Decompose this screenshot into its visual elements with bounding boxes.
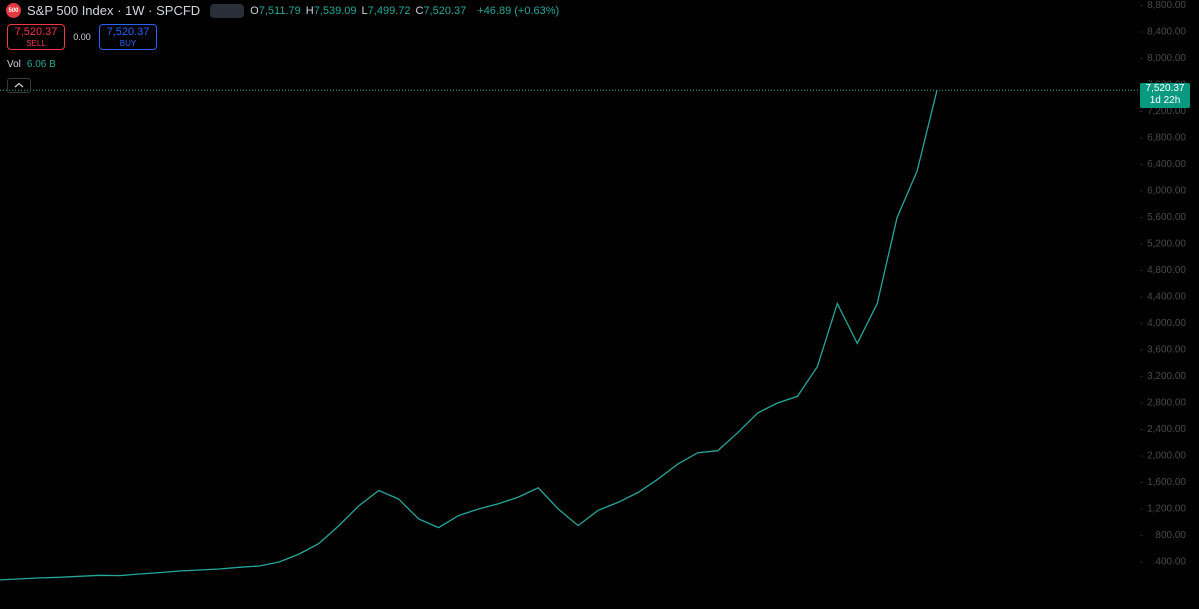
y-tick-label: 8,000.00	[1147, 53, 1186, 64]
sell-label: SELL	[26, 39, 46, 48]
price-line	[0, 90, 938, 581]
y-tick-label: 6,000.00	[1147, 186, 1186, 197]
ohlc-value: 7,499.72	[367, 4, 411, 17]
y-tick-label: 6,800.00	[1147, 133, 1186, 144]
sell-price: 7,520.37	[14, 26, 58, 38]
y-tick-label: 5,200.00	[1147, 239, 1186, 250]
logo: 500	[6, 3, 21, 18]
ohlc-value: 7,511.79	[258, 4, 301, 17]
volume-value: 6.06 B	[26, 59, 56, 70]
buy-button[interactable]: 7,520.37 BUY	[99, 24, 157, 50]
countdown: 1d 22h	[1149, 95, 1181, 107]
y-tick-label: 1,600.00	[1147, 477, 1186, 488]
volume-legend: Vol 6.06 B	[7, 59, 56, 70]
buy-price: 7,520.37	[106, 26, 150, 38]
y-tick-label: 7,200.00	[1147, 106, 1186, 117]
chevron	[14, 82, 24, 88]
ohlc-value: 7,520.37	[423, 4, 467, 17]
buy-label: BUY	[119, 39, 137, 48]
y-tick-label: 4,000.00	[1147, 318, 1186, 329]
volume-label: Vol	[7, 59, 21, 70]
y-tick-label: 6,400.00	[1147, 159, 1186, 170]
spread: 0.00	[73, 32, 91, 42]
y-tick-label: 2,400.00	[1147, 424, 1186, 435]
y-tick-label: 4,800.00	[1147, 265, 1186, 276]
ohlc-key: C	[415, 4, 424, 17]
y-tick-label: 400.00	[1155, 557, 1186, 568]
y-tick-label: 3,200.00	[1147, 371, 1186, 382]
y-tick-label: 8,800.00	[1147, 0, 1186, 11]
y-tick-label: 5,600.00	[1147, 212, 1186, 223]
sell-button[interactable]: 7,520.37 SELL	[7, 24, 65, 50]
ohlc-key: O	[250, 4, 259, 17]
change: +46.89 (+0.63%)	[477, 4, 560, 17]
y-tick-label: 2,000.00	[1147, 451, 1186, 462]
indicator-toggle[interactable]	[210, 3, 245, 18]
ohlc-value: 7,539.09	[313, 4, 357, 17]
collapse-button[interactable]	[7, 78, 31, 93]
y-tick-label: 2,800.00	[1147, 398, 1186, 409]
ohlc-key: H	[305, 4, 314, 17]
y-tick-label: 3,600.00	[1147, 345, 1186, 356]
y-tick-label: 4,400.00	[1147, 292, 1186, 303]
y-tick-label: 800.00	[1155, 530, 1186, 541]
symbol[interactable]: S&P 500 Index · 1W · SPCFD	[27, 3, 201, 18]
ohlc: O7,511.79 H7,539.09 L7,499.72 C7,520.37	[250, 5, 471, 17]
ohlc-key: L	[361, 4, 368, 17]
y-tick-label: 1,200.00	[1147, 504, 1186, 515]
last-price: 7,520.37	[1145, 83, 1185, 95]
y-tick-label: 8,400.00	[1147, 27, 1186, 38]
trade-buttons: 7,520.37 SELL 0.00 7,520.37 BUY	[7, 24, 157, 50]
price-tag: 7,520.37 1d 22h	[1140, 83, 1190, 109]
header: 500 S&P 500 Index · 1W · SPCFD O7,511.79…	[6, 3, 559, 18]
